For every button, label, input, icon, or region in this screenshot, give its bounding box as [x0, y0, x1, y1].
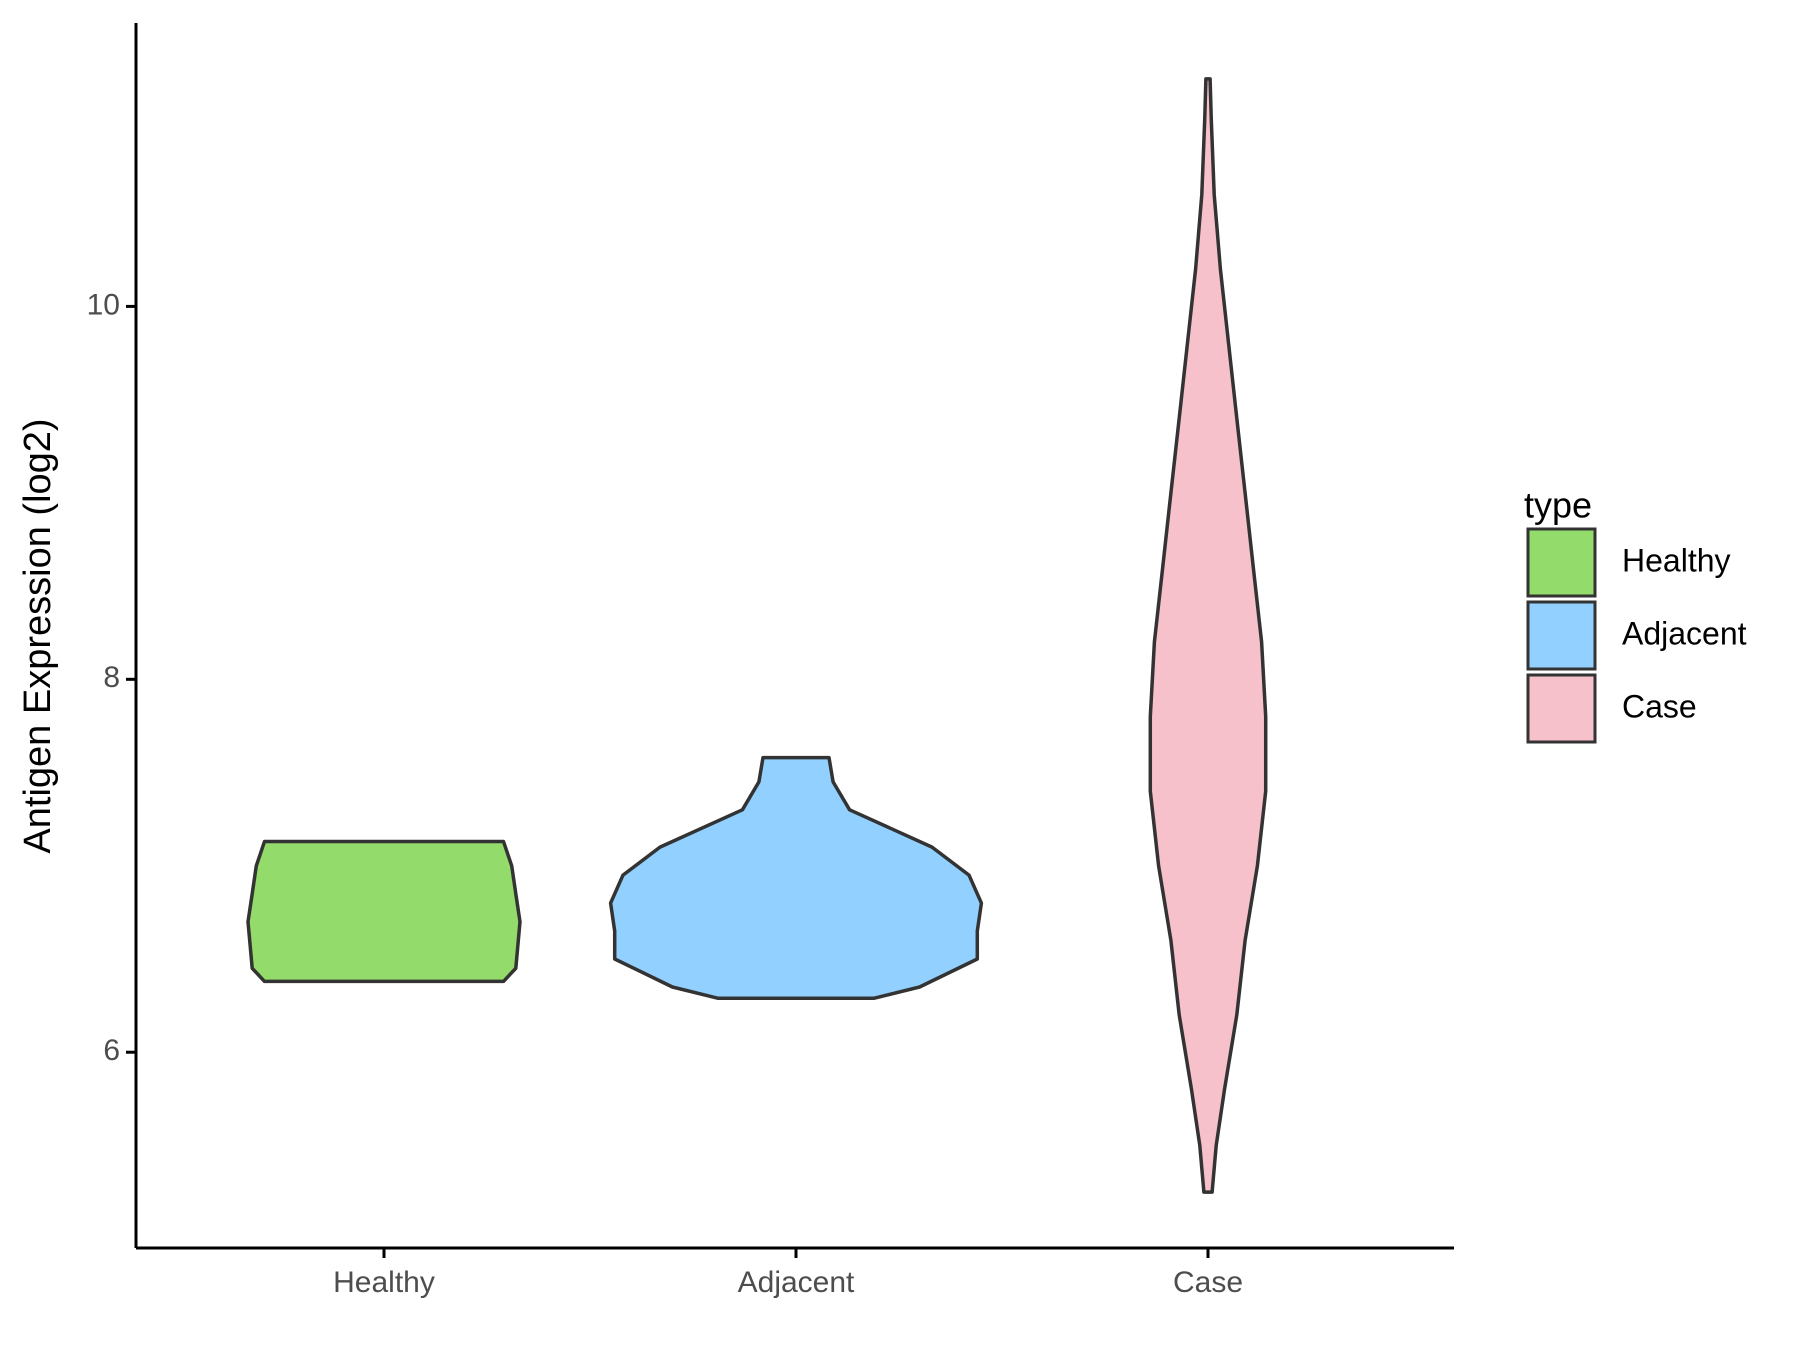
legend-key — [1526, 673, 1597, 744]
violin — [608, 755, 984, 1000]
violin — [1148, 77, 1268, 1194]
y-tick-label: 10 — [87, 288, 120, 321]
x-tick-label: Healthy — [333, 1266, 435, 1299]
y-tick-label: 6 — [103, 1034, 120, 1067]
legend-label: Adjacent — [1622, 615, 1747, 651]
legend-key — [1526, 527, 1597, 598]
violin — [246, 839, 522, 984]
y-axis-title: Antigen Expression (log2) — [17, 418, 59, 853]
legend-label: Healthy — [1622, 542, 1731, 578]
legend-title: type — [1524, 485, 1592, 526]
y-tick-label: 8 — [103, 661, 120, 694]
legend-label: Case — [1622, 688, 1697, 724]
legend-key — [1526, 600, 1597, 671]
x-tick-label: Case — [1173, 1266, 1243, 1299]
x-tick-label: Adjacent — [738, 1266, 855, 1299]
